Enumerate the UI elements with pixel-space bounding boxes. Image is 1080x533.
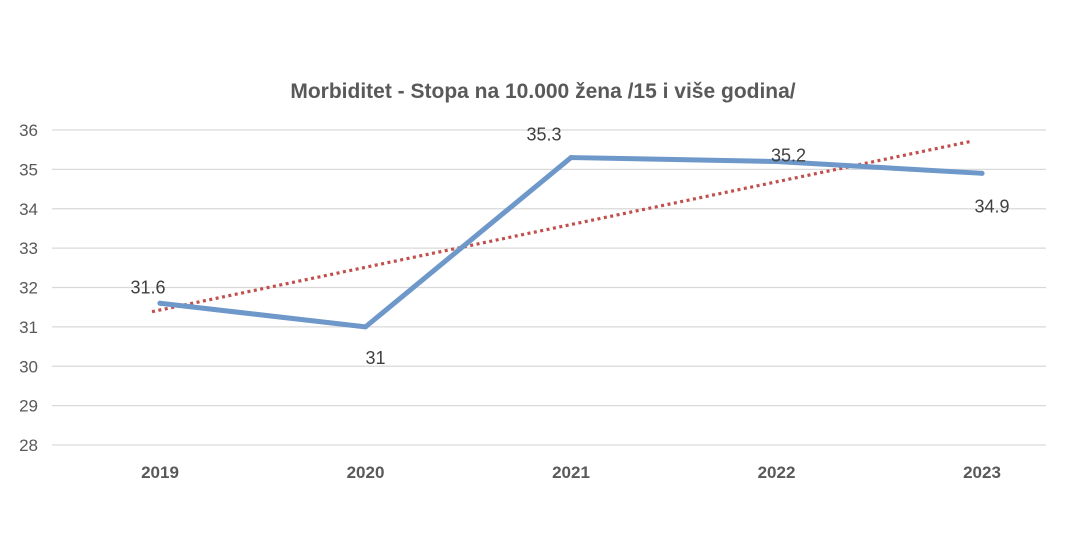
data-label: 34.9	[974, 196, 1009, 216]
chart-title: Morbiditet - Stopa na 10.000 žena /15 i …	[290, 80, 795, 103]
x-tick-label: 2023	[963, 463, 1001, 482]
data-label: 31.6	[130, 277, 165, 297]
data-point	[568, 155, 574, 161]
data-labels: 31.6 31 35.3 35.2 34.9	[130, 125, 1009, 368]
series-layer	[157, 155, 985, 330]
data-point	[363, 324, 368, 330]
data-point	[979, 170, 985, 176]
x-tick-label: 2021	[552, 463, 590, 482]
y-tick-label: 35	[19, 160, 38, 179]
x-tick-label: 2019	[141, 463, 179, 482]
x-axis-ticks: 2019 2020 2021 2022 2023	[141, 463, 1001, 482]
trendline-layer	[151, 140, 971, 314]
data-label: 35.2	[771, 146, 806, 166]
data-label: 31	[365, 348, 385, 368]
x-tick-label: 2020	[347, 463, 385, 482]
data-point	[774, 159, 779, 164]
gridlines	[52, 129, 1046, 446]
y-tick-label: 34	[19, 200, 38, 219]
trendline	[151, 140, 971, 314]
data-point	[157, 300, 163, 306]
y-tick-label: 33	[19, 239, 38, 258]
data-label: 35.3	[526, 125, 561, 145]
y-tick-label: 30	[19, 357, 38, 376]
y-tick-label: 29	[19, 397, 38, 416]
y-tick-label: 31	[19, 318, 38, 337]
x-tick-label: 2022	[758, 463, 796, 482]
y-tick-label: 36	[19, 121, 38, 140]
y-tick-label: 28	[19, 436, 38, 455]
y-axis-ticks: 28 29 30 31 32 33 34 35 36	[19, 121, 38, 455]
series-line	[157, 155, 985, 330]
y-tick-label: 32	[19, 279, 38, 298]
